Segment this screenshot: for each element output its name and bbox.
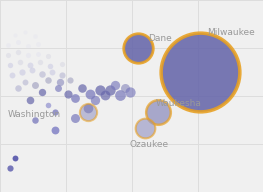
Point	[46, 79, 50, 82]
Point	[6, 53, 10, 56]
Point	[58, 80, 62, 84]
Point	[33, 84, 37, 87]
Point	[8, 64, 12, 67]
Point	[28, 64, 32, 67]
Point	[60, 62, 64, 65]
Point	[53, 110, 57, 113]
Point	[60, 74, 64, 77]
Point	[73, 117, 77, 120]
Text: Waukesha: Waukesha	[156, 99, 202, 108]
Point	[93, 98, 97, 102]
Point	[156, 110, 160, 113]
Text: Dane: Dane	[148, 34, 172, 43]
Point	[33, 118, 37, 122]
Point	[108, 89, 112, 92]
Text: Washington: Washington	[8, 110, 61, 119]
Point	[13, 156, 17, 160]
Point	[20, 70, 24, 74]
Point	[16, 86, 20, 89]
Point	[26, 53, 30, 56]
Point	[66, 93, 70, 96]
Point	[23, 31, 27, 34]
Point	[46, 103, 50, 107]
Point	[68, 79, 72, 82]
Point	[136, 46, 140, 50]
Point	[128, 90, 132, 94]
Point	[143, 127, 147, 130]
Point	[33, 35, 37, 38]
Point	[10, 74, 14, 77]
Point	[38, 60, 42, 64]
Point	[50, 70, 54, 74]
Point	[98, 89, 102, 92]
Point	[13, 33, 17, 36]
Point	[86, 106, 90, 109]
Point	[113, 84, 117, 87]
Point	[198, 70, 202, 74]
Point	[118, 94, 122, 97]
Point	[26, 45, 30, 48]
Point	[30, 69, 34, 72]
Point	[56, 86, 60, 89]
Point	[28, 98, 32, 102]
Point	[23, 80, 27, 84]
Point	[73, 96, 77, 99]
Point	[80, 86, 84, 89]
Point	[48, 65, 52, 68]
Point	[46, 55, 50, 58]
Point	[103, 94, 107, 97]
Point	[53, 128, 57, 132]
Text: Ozaukee: Ozaukee	[130, 140, 169, 149]
Point	[123, 86, 127, 89]
Point	[88, 93, 92, 96]
Text: Milwaukee: Milwaukee	[207, 28, 255, 37]
Point	[36, 42, 40, 46]
Point	[40, 90, 44, 94]
Point	[40, 72, 44, 75]
Point	[6, 43, 10, 46]
Point	[36, 52, 40, 55]
Point	[18, 60, 22, 64]
Point	[86, 110, 90, 113]
Point	[16, 41, 20, 44]
Point	[8, 166, 12, 170]
Point	[16, 50, 20, 54]
